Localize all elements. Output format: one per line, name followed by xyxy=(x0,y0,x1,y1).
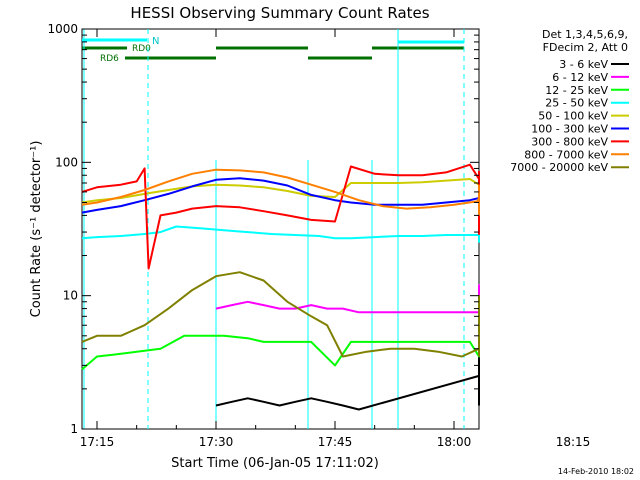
y-tick-label: 1000 xyxy=(47,22,78,36)
y-tick-label: 1 xyxy=(70,422,78,436)
axes: 17:1517:3017:4518:0018:1518:3018:4511010… xyxy=(47,22,591,449)
legend-label: 6 - 12 keV xyxy=(552,71,608,84)
legend: Det 1,3,4,5,6,9,FDecim 2, Att 0 3 - 6 keV… xyxy=(510,28,629,174)
rd-label: RD6 xyxy=(100,54,119,64)
x-tick-label: 17:15 xyxy=(80,435,115,449)
x-tick-label: 18:15 xyxy=(556,435,591,449)
y-tick-label: 100 xyxy=(55,155,78,169)
state-indicators: N RD0 RD6 xyxy=(82,29,465,429)
series-line-1 xyxy=(215,284,480,314)
legend-label: 25 - 50 keV xyxy=(545,97,608,110)
legend-label: 7000 - 20000 keV xyxy=(510,161,608,174)
legend-header: FDecim 2, Att 0 xyxy=(543,41,628,54)
series-line-6 xyxy=(81,163,480,270)
y-axis-label: Count Rate (s⁻¹ detector⁻¹) xyxy=(29,141,44,318)
x-tick-label: 17:45 xyxy=(318,435,353,449)
legend-label: 3 - 6 keV xyxy=(559,58,608,71)
legend-label: 100 - 300 keV xyxy=(531,123,608,136)
rd-label: RD0 xyxy=(132,44,151,54)
x-tick-label: 18:00 xyxy=(437,435,472,449)
series-line-0 xyxy=(215,311,480,411)
series-line-3 xyxy=(81,225,480,243)
legend-label: 800 - 7000 keV xyxy=(524,148,608,161)
x-axis-label: Start Time (06-Jan-05 17:11:02) xyxy=(171,456,379,471)
legend-label: 12 - 25 keV xyxy=(545,84,608,97)
x-tick-label: 17:30 xyxy=(199,435,234,449)
chart-title: HESSI Observing Summary Count Rates xyxy=(130,4,429,22)
y-tick-label: 10 xyxy=(63,289,78,303)
attenuator-label: N xyxy=(152,36,159,47)
timestamp: 14-Feb-2010 18:02 xyxy=(558,467,634,476)
plot-frame xyxy=(81,28,480,430)
series-line-7 xyxy=(81,168,480,216)
legend-header: Det 1,3,4,5,6,9, xyxy=(542,28,628,41)
series-layer xyxy=(81,163,480,411)
legend-label: 50 - 100 keV xyxy=(538,110,608,123)
legend-label: 300 - 800 keV xyxy=(531,135,608,148)
series-line-8 xyxy=(81,271,480,358)
series-line-2 xyxy=(81,319,480,371)
